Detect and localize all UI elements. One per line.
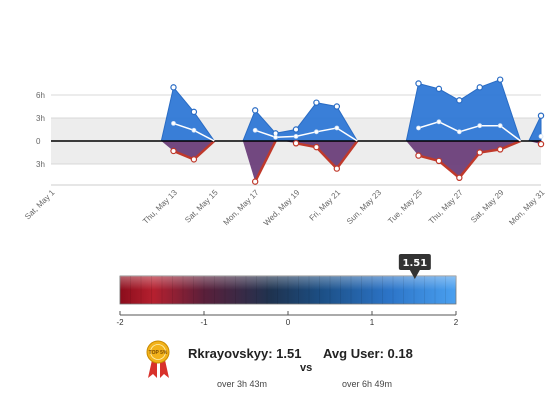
negative-line bbox=[295, 140, 359, 171]
scale-tick-label: 0 bbox=[286, 318, 291, 327]
average-point bbox=[334, 125, 340, 131]
positive-point bbox=[292, 126, 300, 133]
marker-value-label: 1.51 bbox=[402, 258, 427, 269]
medal-label: TOP 5% bbox=[149, 350, 168, 356]
negative-area bbox=[161, 141, 215, 160]
marker-pointer bbox=[409, 270, 420, 279]
x-tick-label: Sat, May 15 bbox=[183, 188, 220, 225]
positive-point bbox=[190, 108, 198, 116]
marker-badge bbox=[398, 254, 431, 270]
positive-point bbox=[170, 84, 177, 91]
average-point bbox=[273, 134, 278, 140]
negative-line bbox=[254, 140, 277, 183]
y-tick-label: 3h bbox=[36, 160, 45, 169]
negative-point bbox=[415, 152, 422, 159]
user-time-label: over 3h 43m bbox=[217, 379, 268, 389]
average-point bbox=[191, 127, 197, 133]
average-line bbox=[418, 120, 522, 142]
negative-point bbox=[313, 143, 320, 151]
negative-point bbox=[251, 178, 259, 185]
x-tick-label: Thu, May 13 bbox=[141, 188, 179, 226]
negative-area bbox=[283, 141, 358, 169]
negative-line bbox=[418, 139, 522, 180]
average-point bbox=[416, 125, 421, 131]
average-point bbox=[293, 133, 299, 139]
x-tick-label: Mon, May 31 bbox=[507, 188, 546, 227]
y-tick-label: 6h bbox=[36, 91, 45, 100]
negative-area bbox=[528, 141, 541, 145]
x-tick-label: Mon, May 17 bbox=[222, 188, 261, 227]
negative-point bbox=[476, 149, 483, 156]
average-point bbox=[314, 129, 319, 135]
x-tick-label: Sun, May 23 bbox=[345, 188, 384, 227]
y-tick-label: 3h bbox=[36, 114, 45, 123]
average-point bbox=[538, 133, 544, 139]
x-tick-label: Sat, May 29 bbox=[469, 188, 506, 225]
avg-score-label: Avg User: 0.18 bbox=[323, 346, 413, 361]
average-line bbox=[254, 127, 358, 142]
average-point bbox=[252, 127, 258, 133]
scale-tick-label: 2 bbox=[454, 318, 459, 327]
scale-tick-label: -2 bbox=[116, 318, 124, 327]
scale-tick-label: -1 bbox=[200, 318, 208, 327]
negative-point bbox=[190, 156, 198, 163]
score-gradient-scale: -2 -1 0 1 2 1.51 bbox=[116, 254, 459, 327]
x-tick-label: Tue, May 25 bbox=[386, 188, 424, 226]
positive-point bbox=[496, 76, 504, 83]
x-tick-label: Fri, May 21 bbox=[308, 188, 343, 223]
top-medal-icon: TOP 5% bbox=[146, 340, 170, 378]
positive-point bbox=[313, 99, 320, 106]
average-point bbox=[436, 119, 442, 125]
medal-inner-ring bbox=[150, 344, 166, 360]
medal-ribbon-left bbox=[148, 360, 157, 378]
negative-point bbox=[435, 157, 443, 165]
positive-point bbox=[537, 112, 545, 119]
negative-point bbox=[496, 146, 504, 153]
negative-point bbox=[456, 174, 463, 181]
x-tick-label: Sat, May 1 bbox=[23, 188, 57, 222]
positive-point bbox=[456, 97, 463, 104]
average-point bbox=[477, 123, 483, 129]
average-point bbox=[497, 123, 503, 129]
scale-tick-label: 1 bbox=[370, 318, 375, 327]
negative-point bbox=[537, 140, 545, 148]
vs-label: vs bbox=[300, 362, 313, 374]
positive-point bbox=[476, 84, 483, 91]
gradient-gloss bbox=[120, 276, 456, 304]
positive-point bbox=[251, 107, 259, 114]
average-point bbox=[456, 129, 462, 135]
y-tick-label: 0 bbox=[36, 137, 41, 146]
positive-point bbox=[435, 85, 443, 93]
average-point bbox=[171, 120, 176, 126]
positive-point bbox=[333, 103, 341, 110]
user-score-label: Rkrayovskyy: 1.51 bbox=[188, 346, 302, 361]
avg-time-label: over 6h 49m bbox=[342, 379, 393, 389]
positive-point bbox=[415, 80, 422, 87]
negative-area bbox=[242, 141, 276, 182]
x-tick-label: Wed, May 19 bbox=[262, 188, 302, 228]
negative-point bbox=[292, 140, 300, 147]
x-tick-label: Thu, May 27 bbox=[427, 188, 465, 226]
negative-point bbox=[333, 165, 341, 172]
positive-area bbox=[242, 102, 359, 142]
negative-point bbox=[170, 147, 177, 155]
medal-ribbon-right bbox=[160, 360, 169, 378]
